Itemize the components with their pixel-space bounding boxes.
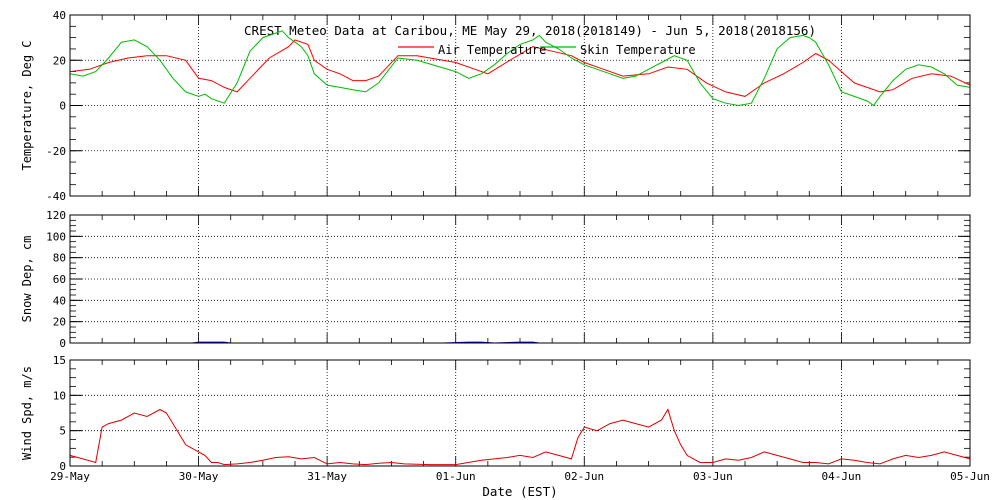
y-tick-label: 40 [53,294,66,307]
x-tick-label: 05-Jun [950,470,990,483]
legend-label: Air Temperature [438,43,546,57]
snow-depth-panel: 0 20 40 60 80 100 120 Snow Dep, cm [20,209,971,350]
chart-panels: -40 -20 0 20 40 Temperature, Deg C Air Tempera… [20,9,990,483]
wind-speed-axis-title: Wind Spd, m/s [20,366,34,460]
x-axis-label: Date (EST) [482,484,557,499]
y-tick-label: 20 [53,316,66,329]
wind-speed-frame [69,359,971,467]
x-tick-label: 29-May [50,470,90,483]
y-tick-label: 0 [59,337,66,350]
wind-speed-panel: 0 5 10 15 Wind Spd, m/s [20,354,971,473]
y-tick-label: 20 [53,54,66,67]
y-tick-label: 5 [59,425,66,438]
x-tick-label: 31-May [307,470,347,483]
x-tick-label: 03-Jun [693,470,733,483]
y-tick-label: -40 [46,190,66,203]
y-tick-label: 40 [53,9,66,22]
y-tick-label: 0 [59,460,66,473]
y-tick-label: -20 [46,145,66,158]
y-tick-label: 15 [53,354,66,367]
x-tick-label: 02-Jun [564,470,604,483]
y-tick-label: 100 [46,230,66,243]
skin-temperature-line [69,30,971,107]
air-temperature-line [69,39,971,97]
y-tick-label: 80 [53,252,66,265]
snow-depth-axis-title: Snow Dep, cm [20,236,34,323]
x-tick-label: 30-May [179,470,219,483]
y-tick-label: 0 [59,100,66,113]
y-tick-label: 10 [53,389,66,402]
temperature-panel: -40 -20 0 20 40 Temperature, Deg C Air Tempera… [20,9,971,203]
legend-label: Skin Temperature [580,43,696,57]
wind-speed-line [69,408,971,466]
snow-depth-frame [69,214,971,344]
x-tick-label: 04-Jun [822,470,862,483]
y-tick-label: 120 [46,209,66,222]
snow-depth-line [70,341,970,344]
chart-title: CREST Meteo Data at Caribou, ME May 29, … [244,23,816,38]
temperature-axis-title: Temperature, Deg C [20,40,34,170]
temperature-frame [69,14,971,197]
x-tick-label: 01-Jun [436,470,476,483]
y-tick-label: 60 [53,273,66,286]
